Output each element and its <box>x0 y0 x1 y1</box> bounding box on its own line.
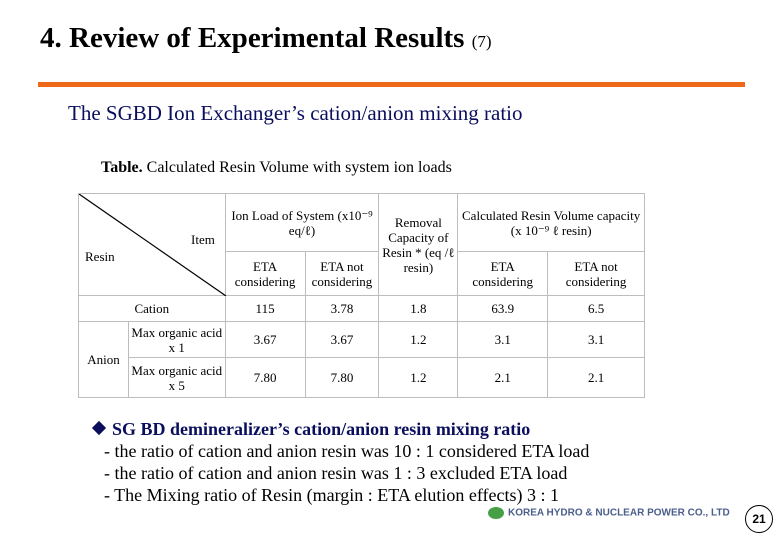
resin-volume-table: Item Resin Ion Load of System (x10⁻⁹ eq/… <box>78 193 645 398</box>
logo-text: KOREA HYDRO & NUCLEAR POWER CO., LTD <box>508 507 730 519</box>
table-row: Max organic acid x 5 7.80 7.80 1.2 2.1 2… <box>79 357 645 398</box>
cell-ion-no-eta: 3.78 <box>304 295 380 322</box>
cell-removal: 1.8 <box>378 295 459 322</box>
cell-vol-eta: 63.9 <box>457 295 549 322</box>
row-group-cation: Cation <box>78 295 226 322</box>
header-calculated-volume: Calculated Resin Volume capacity (x 10⁻⁹… <box>457 193 645 252</box>
table-caption-label: Table. <box>101 159 143 176</box>
table-caption: Table. Calculated Resin Volume with syst… <box>101 159 452 177</box>
corner-diagonal <box>79 194 226 296</box>
cell-vol-eta: 3.1 <box>457 321 549 358</box>
cell-removal: 1.2 <box>378 357 459 398</box>
cell-vol-eta: 2.1 <box>457 357 549 398</box>
slide-title: 4. Review of Experimental Results (7) <box>40 22 492 55</box>
cell-ion-eta: 7.80 <box>224 357 306 398</box>
cell-vol-no-eta: 2.1 <box>547 357 645 398</box>
header-vol-eta-not-considering: ETA not considering <box>547 251 645 296</box>
header-vol-eta-considering: ETA considering <box>457 251 549 296</box>
table-corner-cell: Item Resin <box>78 193 226 296</box>
summary-line: - The Mixing ratio of Resin (margin : ET… <box>104 485 559 505</box>
cell-ion-eta: 3.67 <box>224 321 306 358</box>
summary-line: - the ratio of cation and anion resin wa… <box>104 463 568 483</box>
row-label: Max organic acid x 5 <box>127 357 226 398</box>
title-divider <box>38 82 745 87</box>
page-number-badge: 21 <box>745 505 773 533</box>
cell-ion-no-eta: 3.67 <box>304 321 380 358</box>
summary-block: SG BD demineralizer’s cation/anion resin… <box>90 418 589 506</box>
cell-ion-eta: 115 <box>224 295 306 322</box>
slide-title-suffix: (7) <box>471 32 492 51</box>
header-ion-load: Ion Load of System (x10⁻⁹ eq/ℓ) <box>224 193 380 252</box>
corner-resin-label: Resin <box>85 249 115 264</box>
table-row: Cation 115 3.78 1.8 63.9 6.5 <box>78 295 645 322</box>
diamond-bullet-icon <box>91 420 107 436</box>
header-ion-eta-not-considering: ETA not considering <box>304 251 380 296</box>
cell-vol-no-eta: 6.5 <box>547 295 645 322</box>
company-logo: KOREA HYDRO & NUCLEAR POWER CO., LTD <box>488 507 730 519</box>
slide-subtitle: The SGBD Ion Exchanger’s cation/anion mi… <box>68 101 523 125</box>
summary-line: - the ratio of cation and anion resin wa… <box>104 441 590 461</box>
summary-heading-text: SG BD demineralizer’s cation/anion resin… <box>112 419 531 439</box>
cell-removal: 1.2 <box>378 321 459 358</box>
slide-title-text: 4. Review of Experimental Results <box>40 22 465 54</box>
cell-vol-no-eta: 3.1 <box>547 321 645 358</box>
summary-heading: SG BD demineralizer’s cation/anion resin… <box>90 418 589 440</box>
cell-ion-no-eta: 7.80 <box>304 357 380 398</box>
header-ion-eta-considering: ETA considering <box>224 251 306 296</box>
row-label: Max organic acid x 1 <box>127 321 226 358</box>
row-group-anion: Anion <box>78 321 129 398</box>
corner-item-label: Item <box>191 232 215 247</box>
header-removal-capacity: Removal Capacity of Resin * (eq /ℓ resin… <box>378 193 459 296</box>
table-row: Anion Max organic acid x 1 3.67 3.67 1.2… <box>78 321 645 398</box>
logo-mark-icon <box>488 507 504 519</box>
table-caption-text: Calculated Resin Volume with system ion … <box>146 159 452 176</box>
